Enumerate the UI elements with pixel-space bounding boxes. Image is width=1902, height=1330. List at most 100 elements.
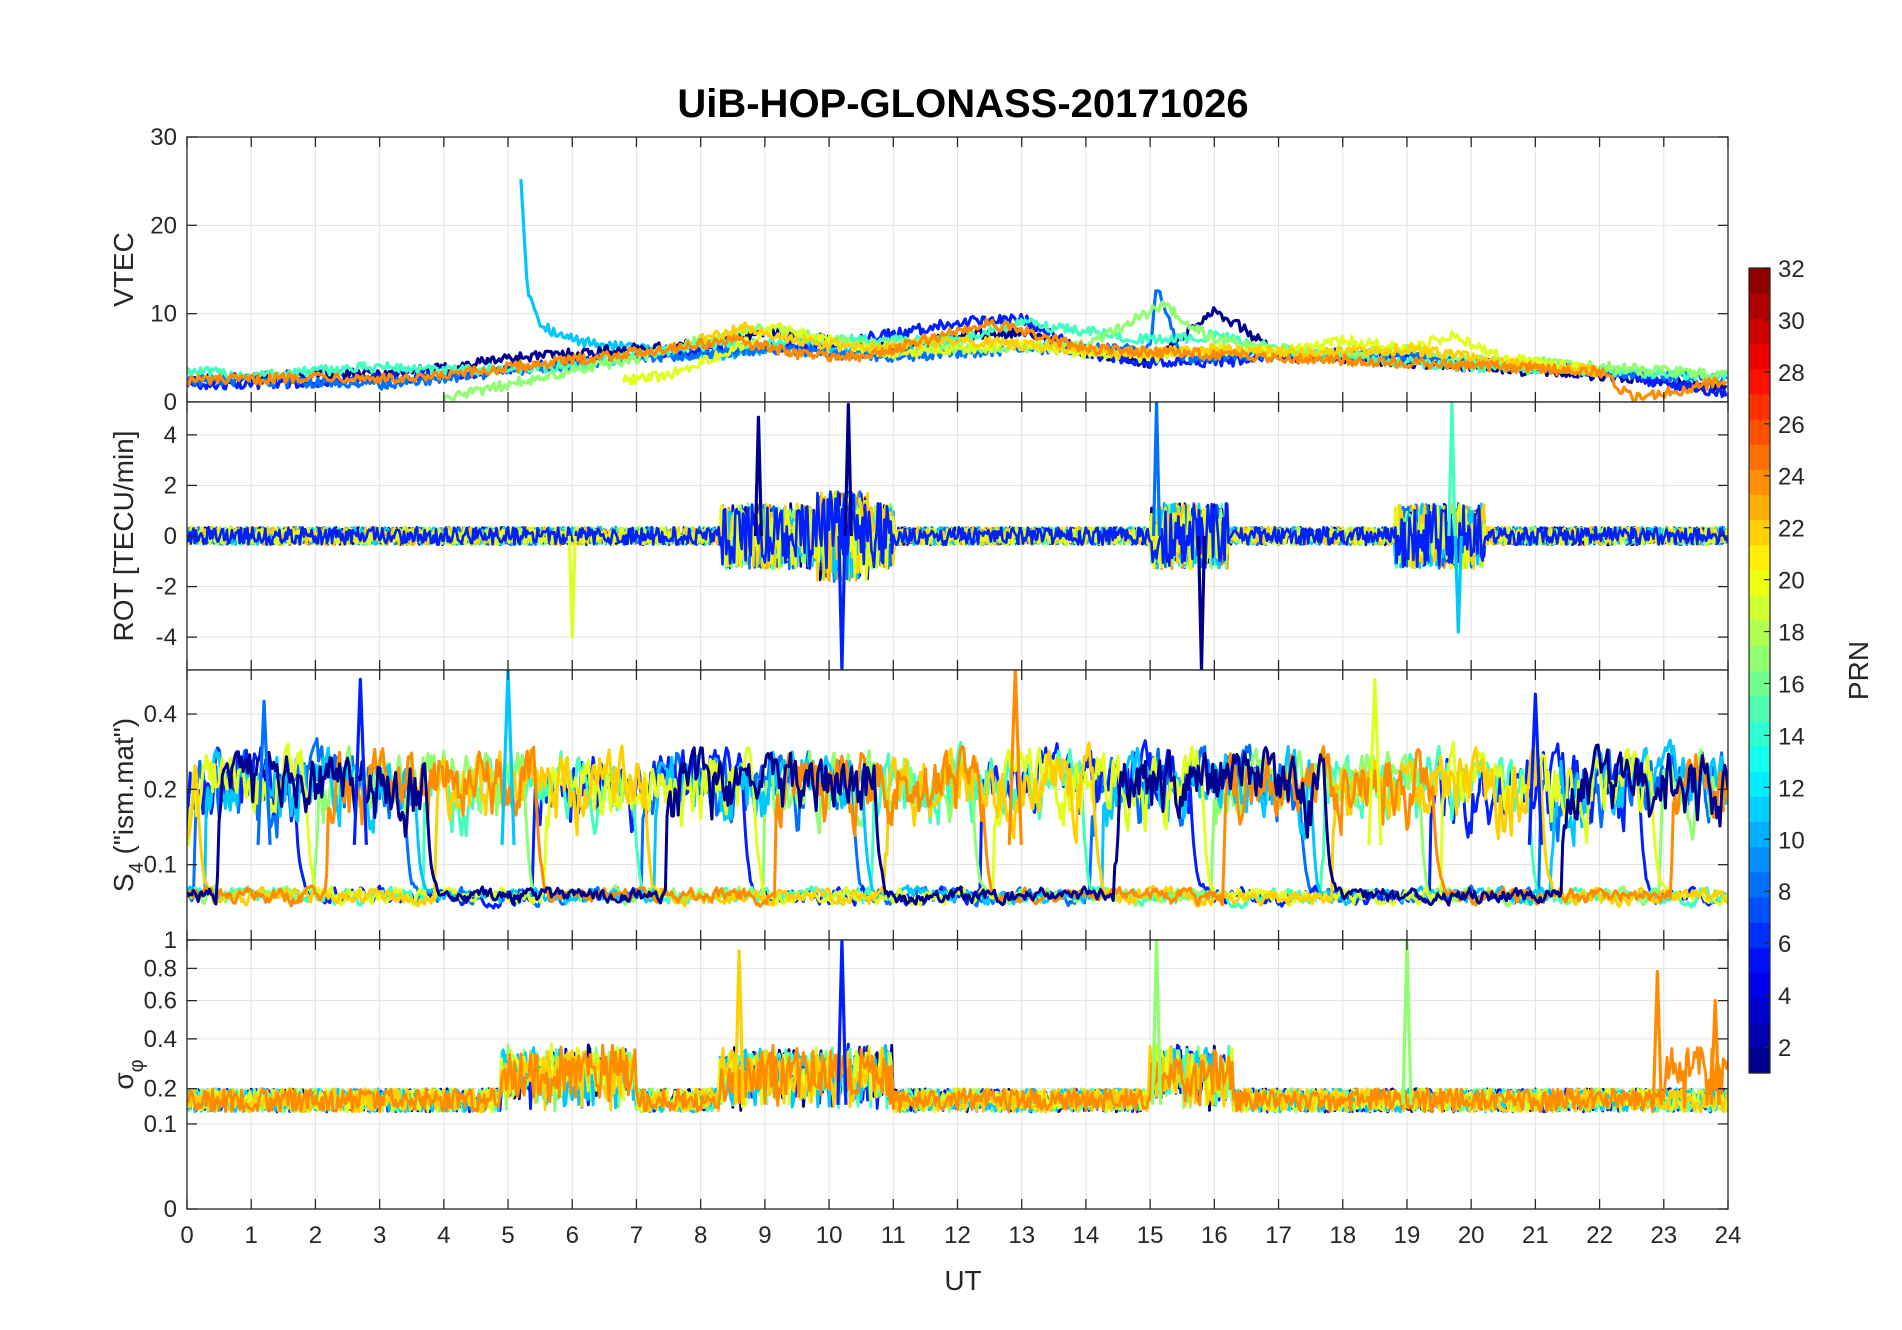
colorbar-segment [1749,519,1770,546]
x-tick-label: 10 [816,1222,843,1249]
rot-spike [1151,402,1162,537]
x-tick-label: 6 [566,1222,579,1249]
y-axis-label: S4 ("ism.mat") [108,718,148,892]
x-tick-label: 7 [630,1222,643,1249]
rot-spike [1196,535,1207,670]
x-tick-label: 17 [1265,1222,1292,1249]
s4-series-prn1 [187,743,1728,907]
colorbar-tick-label: 16 [1778,671,1805,698]
colorbar-tick-label: 6 [1778,931,1791,958]
y-tick-label: 20 [150,212,177,239]
s4-peak [500,670,516,845]
colorbar-segment [1749,846,1770,873]
s4-peak [1527,692,1543,845]
colorbar-segment [1749,922,1770,948]
y-tick-label: 0.2 [144,1076,177,1103]
sigma-peak [836,940,848,1105]
x-axis-label: UT [944,1265,981,1296]
colorbar-tick-label: 24 [1778,464,1805,491]
rot-spike [567,535,577,639]
y-label-sub: 4 [126,862,148,873]
panel-data [187,402,1728,670]
y-tick-label: 0.4 [144,701,177,728]
colorbar-segment [1749,595,1770,621]
y-tick-label: 0.1 [144,852,177,879]
colorbar-tick-label: 32 [1778,256,1805,283]
rot-spike [1453,535,1463,634]
y-label-sub: φ [126,1059,148,1072]
colorbar-segment [1749,444,1770,470]
colorbar-tick-label: 10 [1778,827,1805,854]
colorbar-segment [1749,469,1770,496]
x-tick-label: 18 [1329,1222,1356,1249]
x-tick-label: 24 [1715,1222,1742,1249]
colorbar-segment [1749,1022,1770,1049]
x-tick-label: 21 [1522,1222,1549,1249]
panel-ticks [186,670,1729,940]
colorbar-segment [1749,293,1770,319]
colorbar-tick-label: 4 [1778,983,1791,1010]
sigma-series-prn23 [187,1043,1728,1114]
y-tick-label: 30 [150,124,177,151]
colorbar-tick-label: 18 [1778,620,1805,647]
y-tick-label: 0.4 [144,1026,177,1053]
vtec-series-prn23 [187,317,1728,402]
panel-data [187,940,1728,1114]
colorbar-segment [1749,318,1770,345]
colorbar-frame [1748,267,1771,1074]
y-tick-label: 0 [164,1196,177,1223]
x-tick-label: 16 [1201,1222,1228,1249]
panel-ticks [186,136,1729,403]
colorbar-tick-label: 12 [1778,775,1805,802]
s4-series-prn23 [187,744,1728,908]
x-tick-label: 4 [437,1222,450,1249]
colorbar-tick-label: 28 [1778,360,1805,387]
colorbar-segment [1749,947,1770,973]
colorbar-segment [1749,544,1770,571]
panel-data [187,179,1728,402]
x-tick-label: 0 [180,1222,193,1249]
colorbar-segment [1749,745,1770,772]
colorbar-segment [1749,645,1770,672]
x-tick-label: 19 [1394,1222,1421,1249]
colorbar-segment [1749,418,1770,445]
rot-series-prn3 [187,490,1728,570]
x-tick-label: 9 [758,1222,771,1249]
x-tick-label: 23 [1650,1222,1677,1249]
colorbar-tick-label: 30 [1778,308,1805,335]
x-tick-label: 12 [944,1222,971,1249]
x-tick-label: 8 [694,1222,707,1249]
y-tick-label: 0.8 [144,955,177,982]
colorbar-segment [1749,368,1770,395]
colorbar-segment [1749,393,1770,420]
colorbar-tick-label: 8 [1778,879,1791,906]
rot-spike [843,402,853,537]
y-tick-label: 0 [164,389,177,416]
x-tick-label: 15 [1137,1222,1164,1249]
colorbar-tick-label: 14 [1778,723,1805,750]
x-tick-label: 1 [245,1222,258,1249]
x-tick-label: 5 [501,1222,514,1249]
x-tick-label: 3 [373,1222,386,1249]
x-tick-label: 11 [881,1222,906,1249]
x-tick-label: 20 [1458,1222,1485,1249]
rot-spike [1447,402,1457,537]
colorbar-tick-label: 20 [1778,568,1805,595]
x-tick-label: 22 [1586,1222,1613,1249]
colorbar-tick-label: 26 [1778,412,1805,439]
x-tick-label: 14 [1073,1222,1100,1249]
sigma-peak [1651,969,1663,1105]
colorbar-segment [1749,896,1770,923]
s4-peak [1007,670,1023,845]
colorbar-tick-label: 2 [1778,1035,1791,1062]
y-tick-label: -2 [156,574,177,601]
y-axis-label: σφ [108,1059,148,1089]
x-axis: 0 1 2 3 4 5 6 7 8 9 10 11 12 13 14 15 16 17 18 19 20 21 22 23 24 [180,1222,1741,1249]
panel-data [187,670,1728,910]
y-tick-label: -4 [156,624,177,651]
colorbar-segment [1749,997,1770,1024]
panel-s4: 0.10.20.4S4 ("ism.mat") [108,669,1729,941]
colorbar-tick-label: 22 [1778,516,1805,543]
